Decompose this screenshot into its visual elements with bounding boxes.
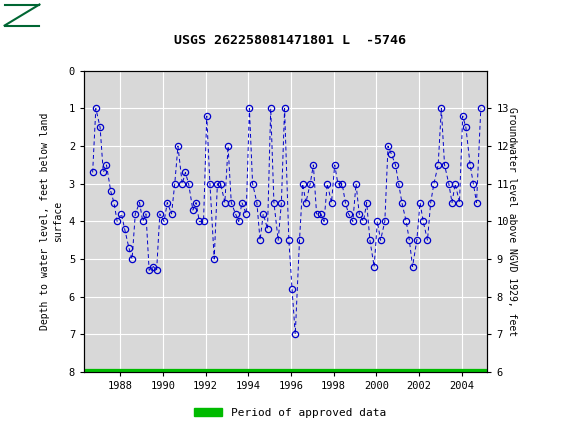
Y-axis label: Groundwater level above NGVD 1929, feet: Groundwater level above NGVD 1929, feet (507, 107, 517, 336)
Bar (3, 3, 43, 28)
Legend: Period of approved data: Period of approved data (190, 403, 390, 422)
Text: USGS 262258081471801 L  -5746: USGS 262258081471801 L -5746 (174, 34, 406, 47)
Y-axis label: Depth to water level, feet below land
surface: Depth to water level, feet below land su… (40, 113, 63, 330)
Text: USGS: USGS (49, 7, 96, 22)
